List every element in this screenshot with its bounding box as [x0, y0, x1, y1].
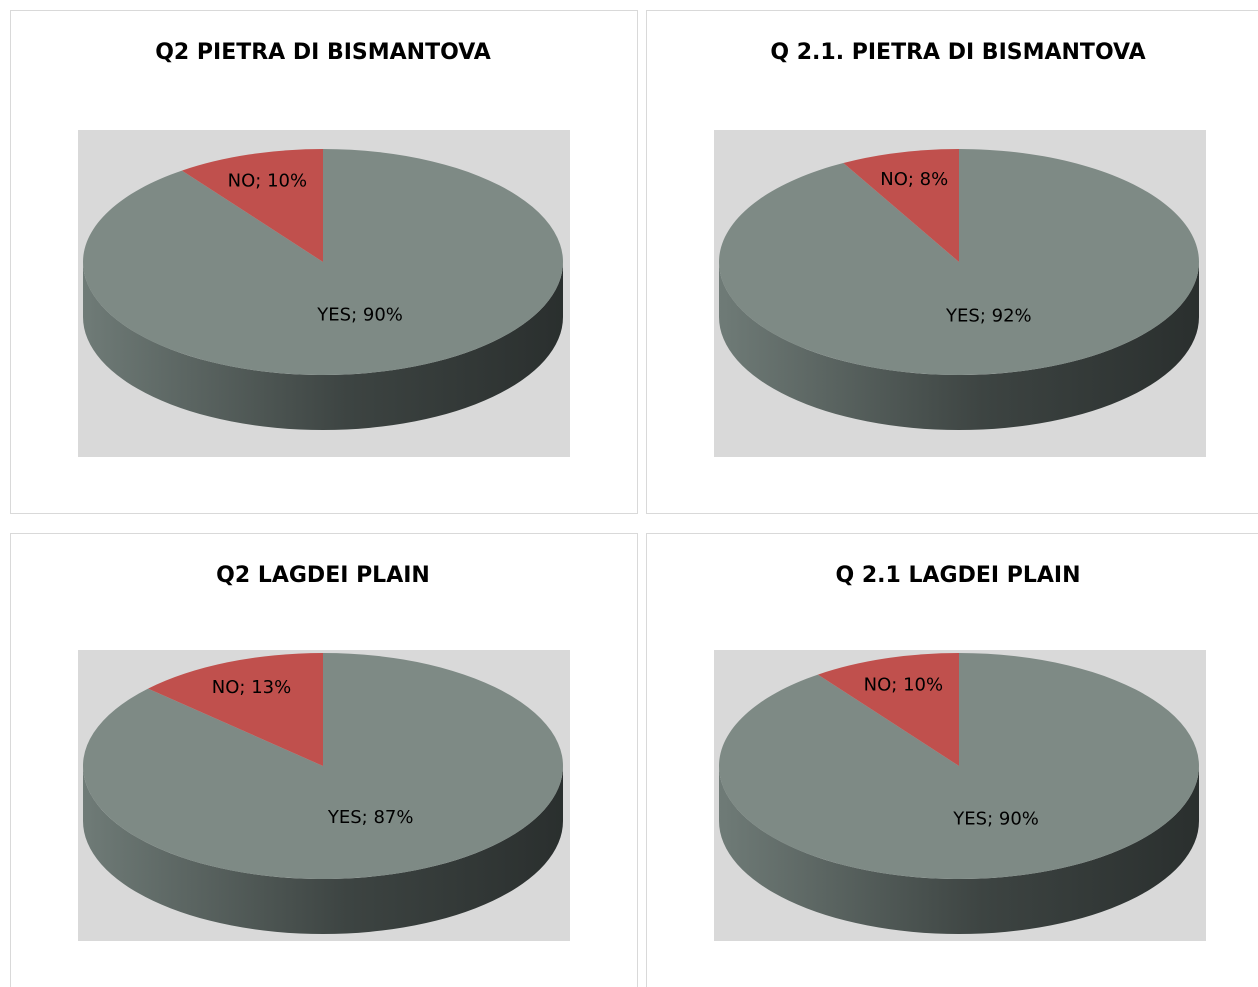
- pie-slice: NO: [181, 149, 323, 262]
- data-label: YES; 92%: [945, 306, 1032, 327]
- data-label: NO; 10%: [228, 170, 307, 191]
- data-label: NO; 13%: [212, 677, 291, 698]
- pie-slice: YES: [83, 653, 564, 879]
- data-label: YES; 87%: [327, 807, 414, 828]
- pie-side: [719, 262, 1199, 430]
- chart-title: Q 2.1. PIETRA DI BISMANTOVA: [770, 40, 1145, 65]
- data-label: YES; 90%: [316, 305, 403, 326]
- pie-side: [719, 766, 1199, 934]
- pie-side: [83, 262, 563, 430]
- pie-slice: NO: [148, 653, 323, 766]
- data-label: YES; 90%: [952, 809, 1039, 830]
- chart-title: Q2 LAGDEI PLAIN: [216, 563, 430, 588]
- pie-slice: NO: [843, 149, 959, 262]
- pie-side: [83, 766, 563, 934]
- chart-title: Q 2.1 LAGDEI PLAIN: [836, 563, 1081, 588]
- data-label: NO; 8%: [880, 169, 948, 190]
- pie-slice: YES: [83, 149, 563, 375]
- chart-title: Q2 PIETRA DI BISMANTOVA: [155, 40, 491, 65]
- data-label: NO; 10%: [864, 674, 943, 695]
- pie-slice: NO: [817, 653, 959, 766]
